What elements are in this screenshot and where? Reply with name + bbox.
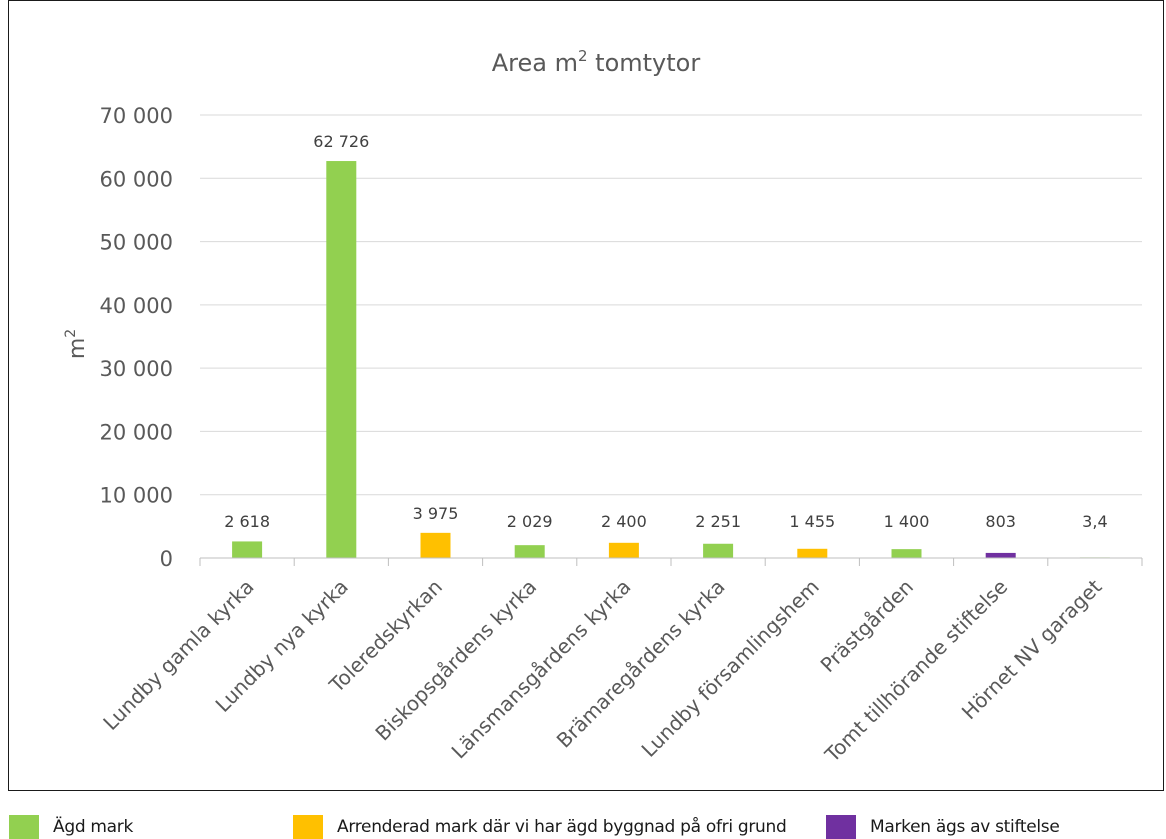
y-tick-labels: 0 10 000 20 000 30 000 40 000 50 000 60 000 70 … — [100, 104, 173, 571]
y-tick-label: 10 000 — [100, 484, 173, 508]
y-tick-label: 0 — [160, 547, 173, 571]
bar — [985, 552, 1016, 558]
legend-label-leased: Arrenderad mark där vi har ägd byggnad p… — [337, 817, 787, 837]
chart-title-sup: 2 — [578, 47, 588, 65]
data-label: 1 455 — [789, 512, 835, 531]
chart-frame: 0 10 000 20 000 30 000 40 000 50 000 60 000 70 … — [8, 0, 1164, 791]
legend-label-owned: Ägd mark — [53, 817, 134, 837]
bar — [703, 543, 734, 558]
chart-title: Area m2 tomtytor — [492, 47, 701, 77]
y-tick-label: 30 000 — [100, 357, 173, 381]
data-label: 1 400 — [884, 512, 930, 531]
chart-title-rest: tomtytor — [588, 49, 701, 77]
legend-item-foundation: Marken ägs av stiftelse — [826, 815, 1060, 839]
data-label: 2 618 — [224, 512, 270, 531]
x-tick-label: Brämaregårdens kyrka — [552, 575, 730, 753]
y-tick-label: 70 000 — [100, 104, 173, 128]
x-axis — [199, 557, 1143, 566]
x-tick-label: Prästgården — [816, 575, 918, 677]
y-tick-label: 40 000 — [100, 294, 173, 318]
y-axis-title: m2 — [63, 329, 90, 359]
bar — [514, 545, 545, 558]
data-label: 2 029 — [507, 512, 553, 531]
y-tick-label: 20 000 — [100, 420, 173, 444]
bar — [891, 549, 922, 558]
x-tick-label: Länsmansgårdens kyrka — [447, 575, 636, 764]
chart-title-main: Area m — [492, 49, 578, 77]
y-tick-label: 50 000 — [100, 231, 173, 255]
legend-item-owned: Ägd mark — [9, 815, 133, 839]
data-label: 3,4 — [1082, 512, 1107, 531]
value-labels: 2 618 62 726 3 975 2 029 2 400 2 251 1 455 1 40… — [224, 132, 1107, 531]
data-label: 2 400 — [601, 512, 647, 531]
legend-item-leased: Arrenderad mark där vi har ägd byggnad p… — [293, 815, 787, 839]
x-tick-label: Lundby gamla kyrka — [98, 575, 258, 735]
x-tick-label: Tomt tillhörande stiftelse — [819, 575, 1012, 768]
bar — [420, 532, 451, 558]
y-axis-title-sup: 2 — [63, 329, 79, 338]
bar — [608, 542, 639, 558]
legend-swatch-owned — [9, 815, 39, 839]
bar — [326, 161, 357, 558]
legend: Ägd mark Arrenderad mark där vi har ägd … — [0, 815, 1166, 839]
y-axis-title-main: m — [65, 338, 90, 359]
x-tick-label: Lundby församlingshem — [637, 575, 824, 762]
x-tick-label: Biskopsgårdens kyrka — [370, 575, 541, 746]
legend-label-foundation: Marken ägs av stiftelse — [870, 817, 1060, 837]
bar-chart: 0 10 000 20 000 30 000 40 000 50 000 60 000 70 … — [63, 47, 1143, 767]
data-label: 3 975 — [413, 504, 459, 523]
y-tick-label: 60 000 — [100, 167, 173, 191]
data-label: 803 — [985, 512, 1016, 531]
data-label: 62 726 — [313, 132, 369, 151]
legend-swatch-foundation — [826, 815, 856, 839]
legend-swatch-leased — [293, 815, 323, 839]
gridlines — [200, 114, 1142, 496]
bar — [797, 548, 828, 558]
bar — [232, 541, 263, 558]
bars — [232, 161, 1110, 558]
data-label: 2 251 — [695, 512, 741, 531]
